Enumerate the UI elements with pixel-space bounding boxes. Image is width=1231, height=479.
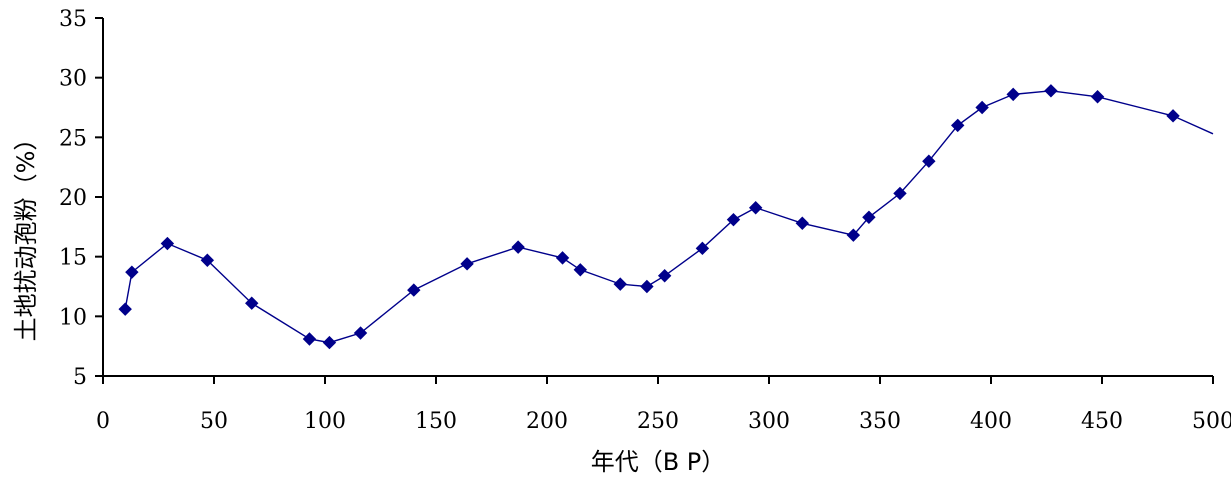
- x-tick-label: 100: [304, 409, 346, 434]
- y-tick-label: 20: [59, 186, 87, 211]
- data-point: [555, 251, 570, 265]
- data-point: [748, 201, 763, 215]
- y-tick-label: 10: [59, 305, 87, 330]
- data-point: [922, 154, 936, 168]
- data-point: [160, 236, 175, 251]
- data-point: [353, 326, 368, 340]
- data-point: [407, 283, 421, 297]
- x-tick-label: 500: [1192, 409, 1231, 434]
- x-tick-label: 300: [748, 409, 790, 434]
- data-point: [1044, 84, 1058, 98]
- y-tick-label: 35: [59, 7, 87, 32]
- data-point: [950, 118, 965, 133]
- data-point: [511, 240, 525, 254]
- data-point: [975, 100, 989, 115]
- data-point: [862, 210, 876, 224]
- axes: [95, 17, 1214, 384]
- x-tick-label: 400: [970, 409, 1012, 434]
- data-point: [1166, 109, 1180, 123]
- x-tick-label: 50: [200, 409, 228, 434]
- data-point: [657, 269, 672, 283]
- y-tick-label: 5: [73, 365, 87, 390]
- x-tick-label: 450: [1081, 409, 1123, 434]
- y-axis-label: 土地扰动孢粉（%）: [12, 127, 40, 342]
- y-tick-label: 25: [59, 126, 87, 151]
- data-point: [1006, 87, 1020, 102]
- data-point: [322, 335, 337, 350]
- data-point: [726, 212, 741, 227]
- data-point: [795, 216, 810, 230]
- x-tick-label: 350: [859, 409, 901, 434]
- data-point: [846, 228, 861, 242]
- data-point: [302, 332, 317, 346]
- data-point: [640, 279, 654, 294]
- data-point: [1090, 90, 1105, 104]
- series-line: [124, 90, 1214, 344]
- x-tick-label: 200: [526, 409, 568, 434]
- x-tick-label: 0: [96, 409, 110, 434]
- x-tick-label: 150: [415, 409, 457, 434]
- data-point: [893, 186, 907, 201]
- plot-area: [118, 84, 1214, 350]
- data-point: [200, 253, 215, 267]
- data-point: [573, 263, 588, 277]
- data-point: [125, 265, 139, 279]
- data-point: [245, 296, 259, 310]
- data-point: [695, 241, 710, 256]
- data-point: [460, 257, 474, 271]
- y-tick-label: 30: [59, 67, 87, 92]
- data-point: [118, 302, 132, 316]
- x-axis-label: 年代（B P）: [591, 448, 726, 476]
- x-tick-label: 250: [637, 409, 679, 434]
- y-tick-label: 15: [59, 246, 87, 271]
- data-point: [613, 277, 627, 291]
